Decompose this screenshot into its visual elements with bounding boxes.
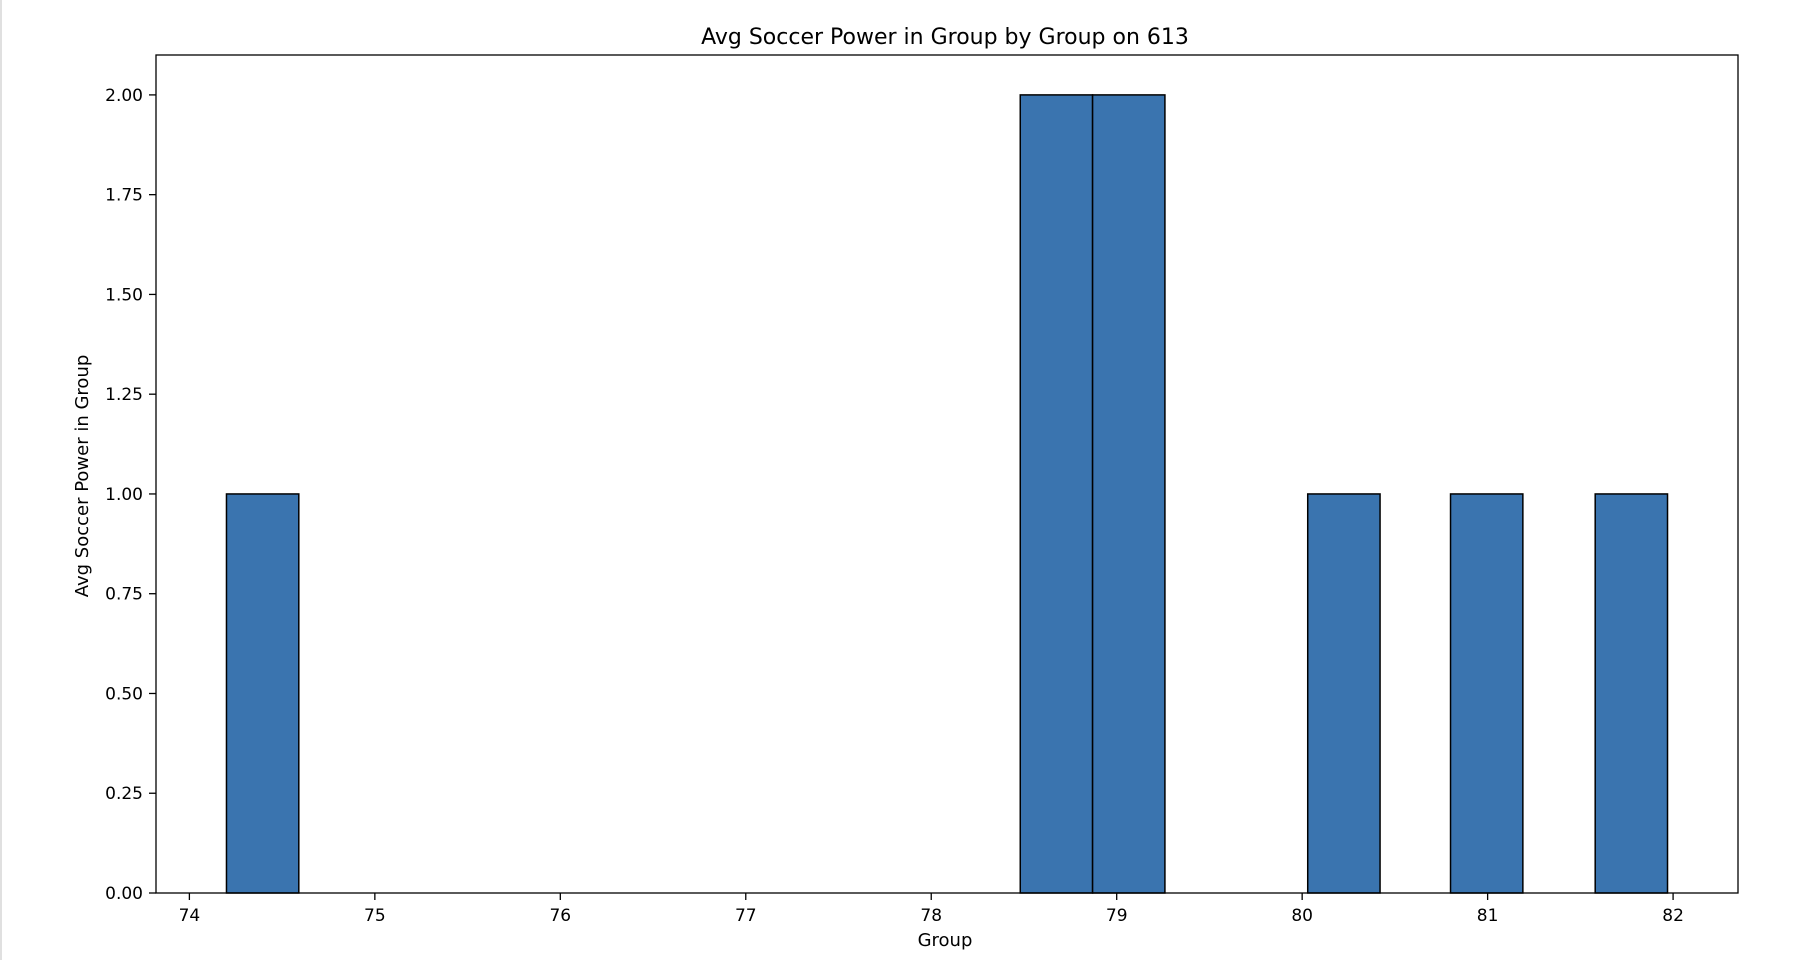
- y-tick-label: 1.50: [105, 285, 143, 305]
- y-axis: 0.00 0.25 0.50 0.75 1.00 1.25 1.50 1.75 2.00: [105, 86, 156, 904]
- x-tick-label: 81: [1477, 906, 1499, 926]
- plot-frame: [155, 54, 1739, 894]
- y-tick-label: 2.00: [105, 86, 143, 106]
- x-axis: 74 75 76 77 78 79 80 81 82: [179, 893, 1684, 926]
- x-tick-label: 77: [735, 906, 757, 926]
- x-tick-label: 79: [1106, 906, 1128, 926]
- x-tick-label: 78: [920, 906, 942, 926]
- y-tick-label: 1.25: [105, 385, 143, 405]
- y-tick-label: 0.00: [105, 884, 143, 904]
- x-tick-label: 75: [364, 906, 386, 926]
- histogram-bar-5: [1594, 493, 1669, 894]
- chart-title: Avg Soccer Power in Group by Group on 61…: [701, 25, 1189, 50]
- histogram-bar-0: [225, 493, 300, 894]
- histogram-bar-4: [1449, 493, 1524, 894]
- y-tick-label: 1.00: [105, 485, 143, 505]
- x-tick-label: 82: [1662, 906, 1684, 926]
- x-axis-label: Group: [918, 930, 973, 951]
- histogram-bar-1: [1019, 94, 1094, 894]
- y-tick-label: 0.75: [105, 585, 143, 605]
- histogram-bar-2: [1091, 94, 1166, 894]
- y-tick-label: 1.75: [105, 186, 143, 206]
- y-tick-label: 0.50: [105, 684, 143, 704]
- bars-group: [225, 94, 1669, 894]
- y-tick-label: 0.25: [105, 784, 143, 804]
- x-tick-label: 80: [1291, 906, 1313, 926]
- page-left-border: [0, 0, 2, 960]
- y-axis-label: Avg Soccer Power in Group: [72, 355, 93, 598]
- histogram-bar-3: [1306, 493, 1381, 894]
- x-tick-label: 76: [549, 906, 571, 926]
- x-tick-label: 74: [179, 906, 201, 926]
